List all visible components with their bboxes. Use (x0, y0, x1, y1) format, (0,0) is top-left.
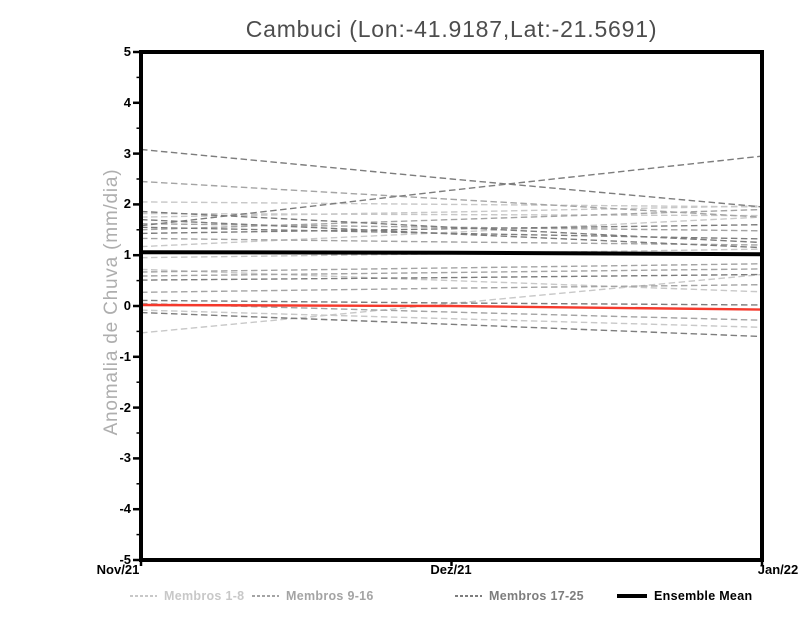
x-tick-label: Dez/21 (430, 562, 472, 577)
member-line-0-7 (140, 205, 763, 218)
member-line-2-0 (140, 148, 763, 208)
legend-label: Membros 17-25 (489, 589, 584, 603)
legend-item: Ensemble Mean (617, 588, 752, 604)
y-tick-label: -5 (119, 552, 131, 567)
chart-title: Cambuci (Lon:-41.9187,Lat:-21.5691) (245, 16, 658, 42)
y-tick-label: 5 (123, 44, 131, 59)
x-tick-label: Jan/22 (757, 562, 799, 577)
legend-item: Membros 9-16 (252, 588, 374, 604)
legend-solid-line-sample (617, 594, 647, 598)
member-line-0-2 (140, 216, 763, 248)
y-tick-label: 1 (123, 247, 131, 263)
member-line-0-4 (140, 268, 763, 293)
member-line-2-2 (140, 210, 763, 244)
legend-item: Membros 1-8 (130, 588, 244, 604)
y-tick-label: 3 (123, 145, 131, 161)
legend-dashed-line-sample (130, 595, 157, 597)
legend-label: Membros 9-16 (286, 589, 374, 603)
y-tick-label: 4 (123, 94, 131, 110)
member-line-2-5 (140, 224, 763, 235)
member-line-1-3 (140, 263, 763, 273)
ensemble-mean-line (140, 250, 763, 257)
legend-dashed-line-sample (252, 595, 279, 597)
member-line-2-1 (140, 155, 763, 227)
member-line-2-4 (140, 226, 763, 240)
y-tick-label: -3 (119, 450, 131, 466)
member-line-1-2 (140, 208, 763, 231)
member-line-1-7 (140, 237, 763, 246)
y-tick-label: -2 (119, 399, 131, 415)
member-line-2-8 (140, 311, 763, 338)
member-line-1-5 (140, 284, 763, 293)
y-tick-label: 2 (123, 196, 131, 212)
x-tick-label: Nov/21 (96, 562, 140, 577)
red-reference-line (140, 303, 763, 311)
legend-label: Membros 1-8 (164, 589, 245, 603)
member-line-0-5 (140, 309, 763, 328)
member-line-1-4 (140, 268, 763, 277)
member-line-2-7 (140, 299, 763, 306)
legend-dashed-line-sample (455, 595, 482, 597)
member-line-2-6 (140, 273, 763, 281)
member-line-1-0 (140, 180, 763, 218)
legend-item: Membros 17-25 (455, 588, 584, 604)
member-line-0-0 (140, 201, 763, 208)
y-tick-label: -4 (119, 501, 131, 517)
y-tick-label: -1 (119, 348, 131, 364)
y-tick-label: 0 (123, 298, 131, 313)
legend-label: Ensemble Mean (654, 589, 753, 603)
